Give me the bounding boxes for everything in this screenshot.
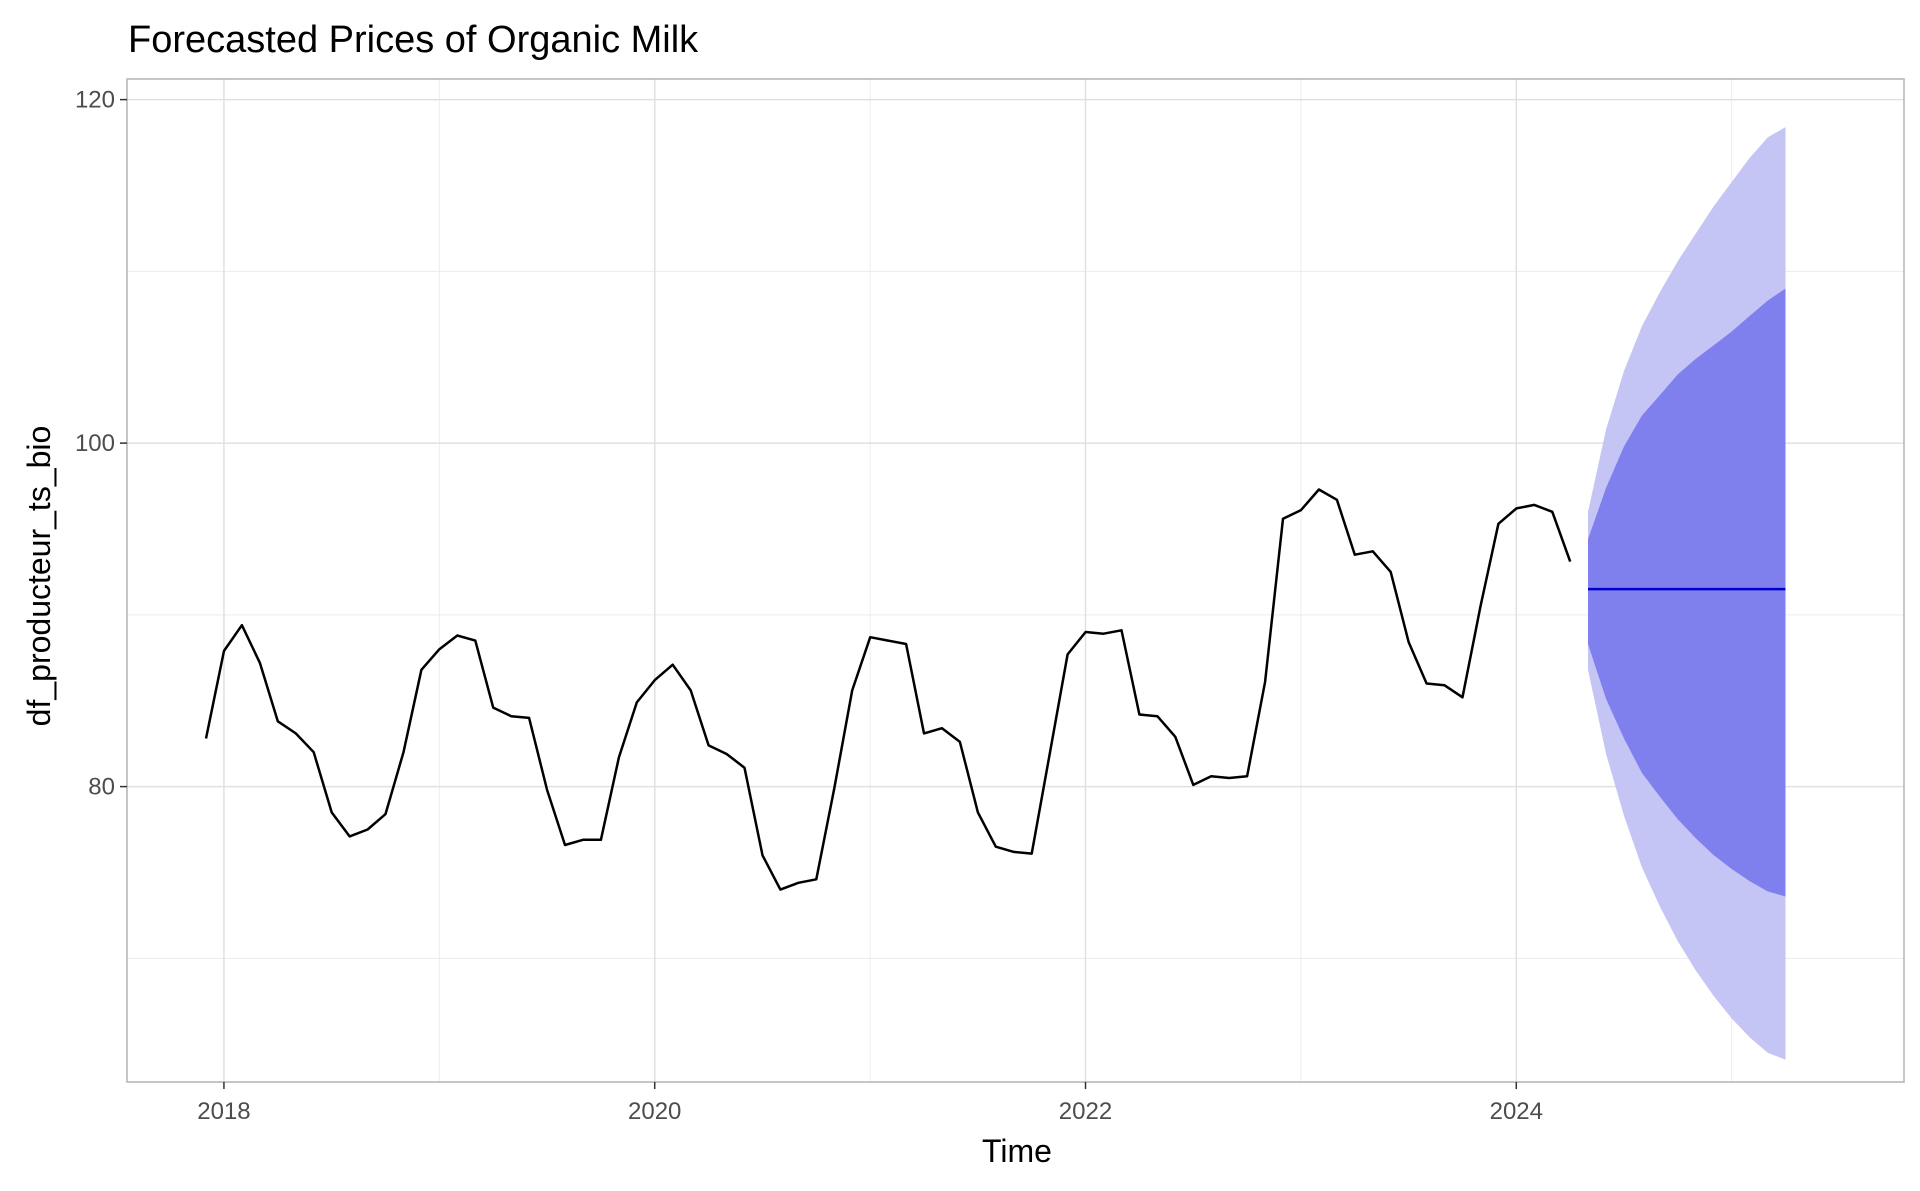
y-axis-ticks: 80 100 120 [75, 87, 127, 801]
plot-panel-border [126, 78, 1905, 1083]
x-tick-label: 2018 [197, 1098, 250, 1125]
series [204, 488, 1786, 891]
prediction-interval-80 [1588, 288, 1786, 897]
band-80-area [1588, 288, 1786, 897]
x-axis-ticks: 2018 2020 2022 2024 [197, 1082, 1543, 1125]
y-tick-label: 100 [75, 430, 115, 457]
chart-title: Forecasted Prices of Organic Milk [128, 19, 699, 61]
history-line [204, 488, 1572, 891]
x-axis-label: Time [982, 1133, 1052, 1169]
x-tick-label: 2024 [1490, 1098, 1543, 1125]
y-tick-label: 120 [75, 87, 115, 114]
x-tick-label: 2020 [628, 1098, 681, 1125]
y-axis-label: df_producteur_ts_bio [21, 426, 57, 727]
y-tick-label: 80 [88, 774, 115, 801]
x-tick-label: 2022 [1059, 1098, 1112, 1125]
